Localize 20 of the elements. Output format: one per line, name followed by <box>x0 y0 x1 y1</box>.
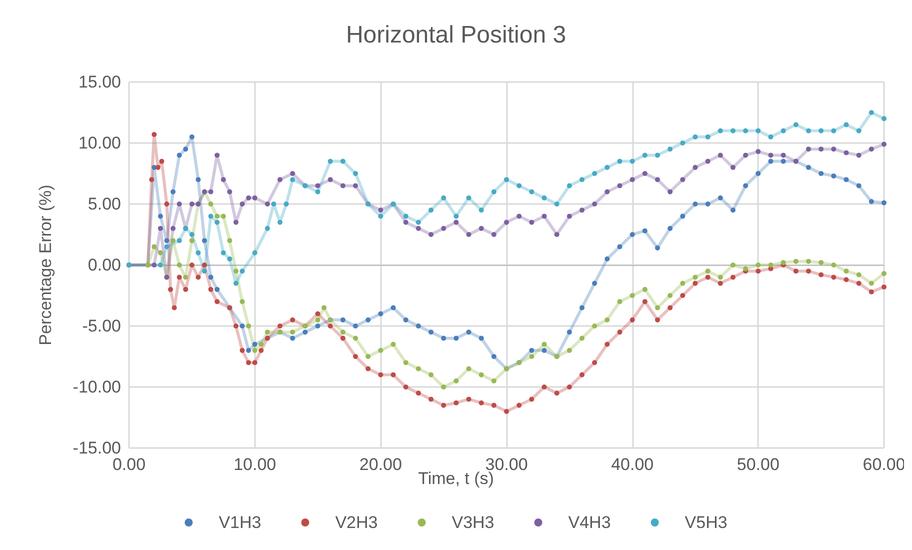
x-tick-label: 50.00 <box>736 455 780 474</box>
y-tick-label: 10.00 <box>78 134 121 152</box>
y-tick-label: -5.00 <box>82 316 121 336</box>
x-tick-label: 20.00 <box>359 455 402 474</box>
y-tick-label: -15.00 <box>72 438 121 458</box>
x-tick-label: 40.00 <box>611 455 654 474</box>
legend-label: V5H3 <box>684 513 728 532</box>
x-axis-title: Time, t (s) <box>418 469 494 488</box>
x-tick-label: 0.00 <box>112 455 146 474</box>
y-axis-title: Percentage Error (%) <box>36 184 55 346</box>
legend-label: V4H3 <box>568 513 611 532</box>
y-tick-label: 15.00 <box>78 72 121 92</box>
legend-label: V1H3 <box>218 513 262 532</box>
y-tick-label: 0.00 <box>88 256 121 274</box>
x-tick-label: 10.00 <box>234 455 276 474</box>
chart-title: Horizontal Position 3 <box>346 22 566 48</box>
y-tick-label: -10.00 <box>72 378 121 396</box>
legend-label: V3H3 <box>452 513 494 532</box>
y-tick-label: 5.00 <box>88 194 121 214</box>
legend-label: V2H3 <box>335 513 378 532</box>
